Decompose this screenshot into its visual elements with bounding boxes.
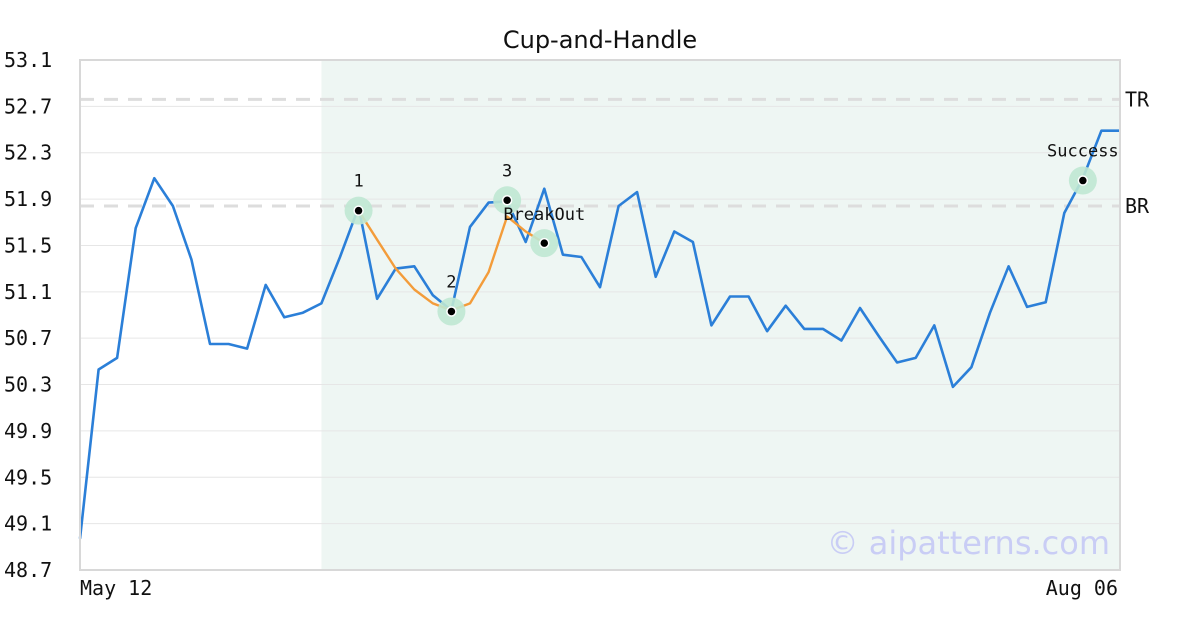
marker-label: Success	[1047, 142, 1119, 162]
watermark: © aipatterns.com	[827, 524, 1110, 562]
y-tick-label: 49.5	[4, 465, 52, 489]
x-axis: May 12 Aug 06	[80, 576, 1118, 600]
y-tick-label: 49.9	[4, 419, 52, 443]
y-tick-label: 51.1	[4, 280, 52, 304]
marker-point	[1077, 175, 1089, 186]
x-tick-label: Aug 06	[1046, 576, 1118, 600]
marker-point	[446, 306, 457, 317]
marker-point	[353, 205, 364, 216]
marker-label: 2	[446, 273, 456, 293]
marker-point	[501, 195, 513, 206]
y-tick-label: 50.3	[4, 373, 52, 397]
y-tick-label: 53.1	[4, 48, 52, 72]
y-tick-label: 48.7	[4, 558, 52, 582]
marker-label: 1	[353, 172, 363, 192]
plot-frame	[79, 59, 1121, 571]
levels: TR BR	[80, 87, 1150, 218]
marker-label: BreakOut	[503, 205, 585, 225]
marker-label: 3	[502, 161, 512, 181]
grid	[80, 59, 1120, 571]
series-line	[78, 129, 1120, 539]
y-tick-label: 52.7	[4, 94, 52, 118]
level-label: BR	[1125, 194, 1150, 218]
chart-title: Cup-and-Handle	[503, 26, 697, 54]
marker-point	[539, 237, 550, 249]
markers: 1 2 3 BreakOut Success	[344, 142, 1119, 326]
y-tick-label: 52.3	[4, 141, 52, 165]
y-tick-label: 51.5	[4, 233, 52, 257]
y-tick-label: 49.1	[4, 512, 52, 536]
level-label: TR	[1125, 87, 1150, 111]
y-tick-label: 51.9	[4, 187, 52, 211]
y-tick-label: 50.7	[4, 326, 52, 350]
y-axis: 53.1 52.7 52.3 51.9 51.5 51.1 50.7 50.3 49.9 49.5…	[4, 48, 52, 582]
x-tick-label: May 12	[80, 576, 152, 600]
